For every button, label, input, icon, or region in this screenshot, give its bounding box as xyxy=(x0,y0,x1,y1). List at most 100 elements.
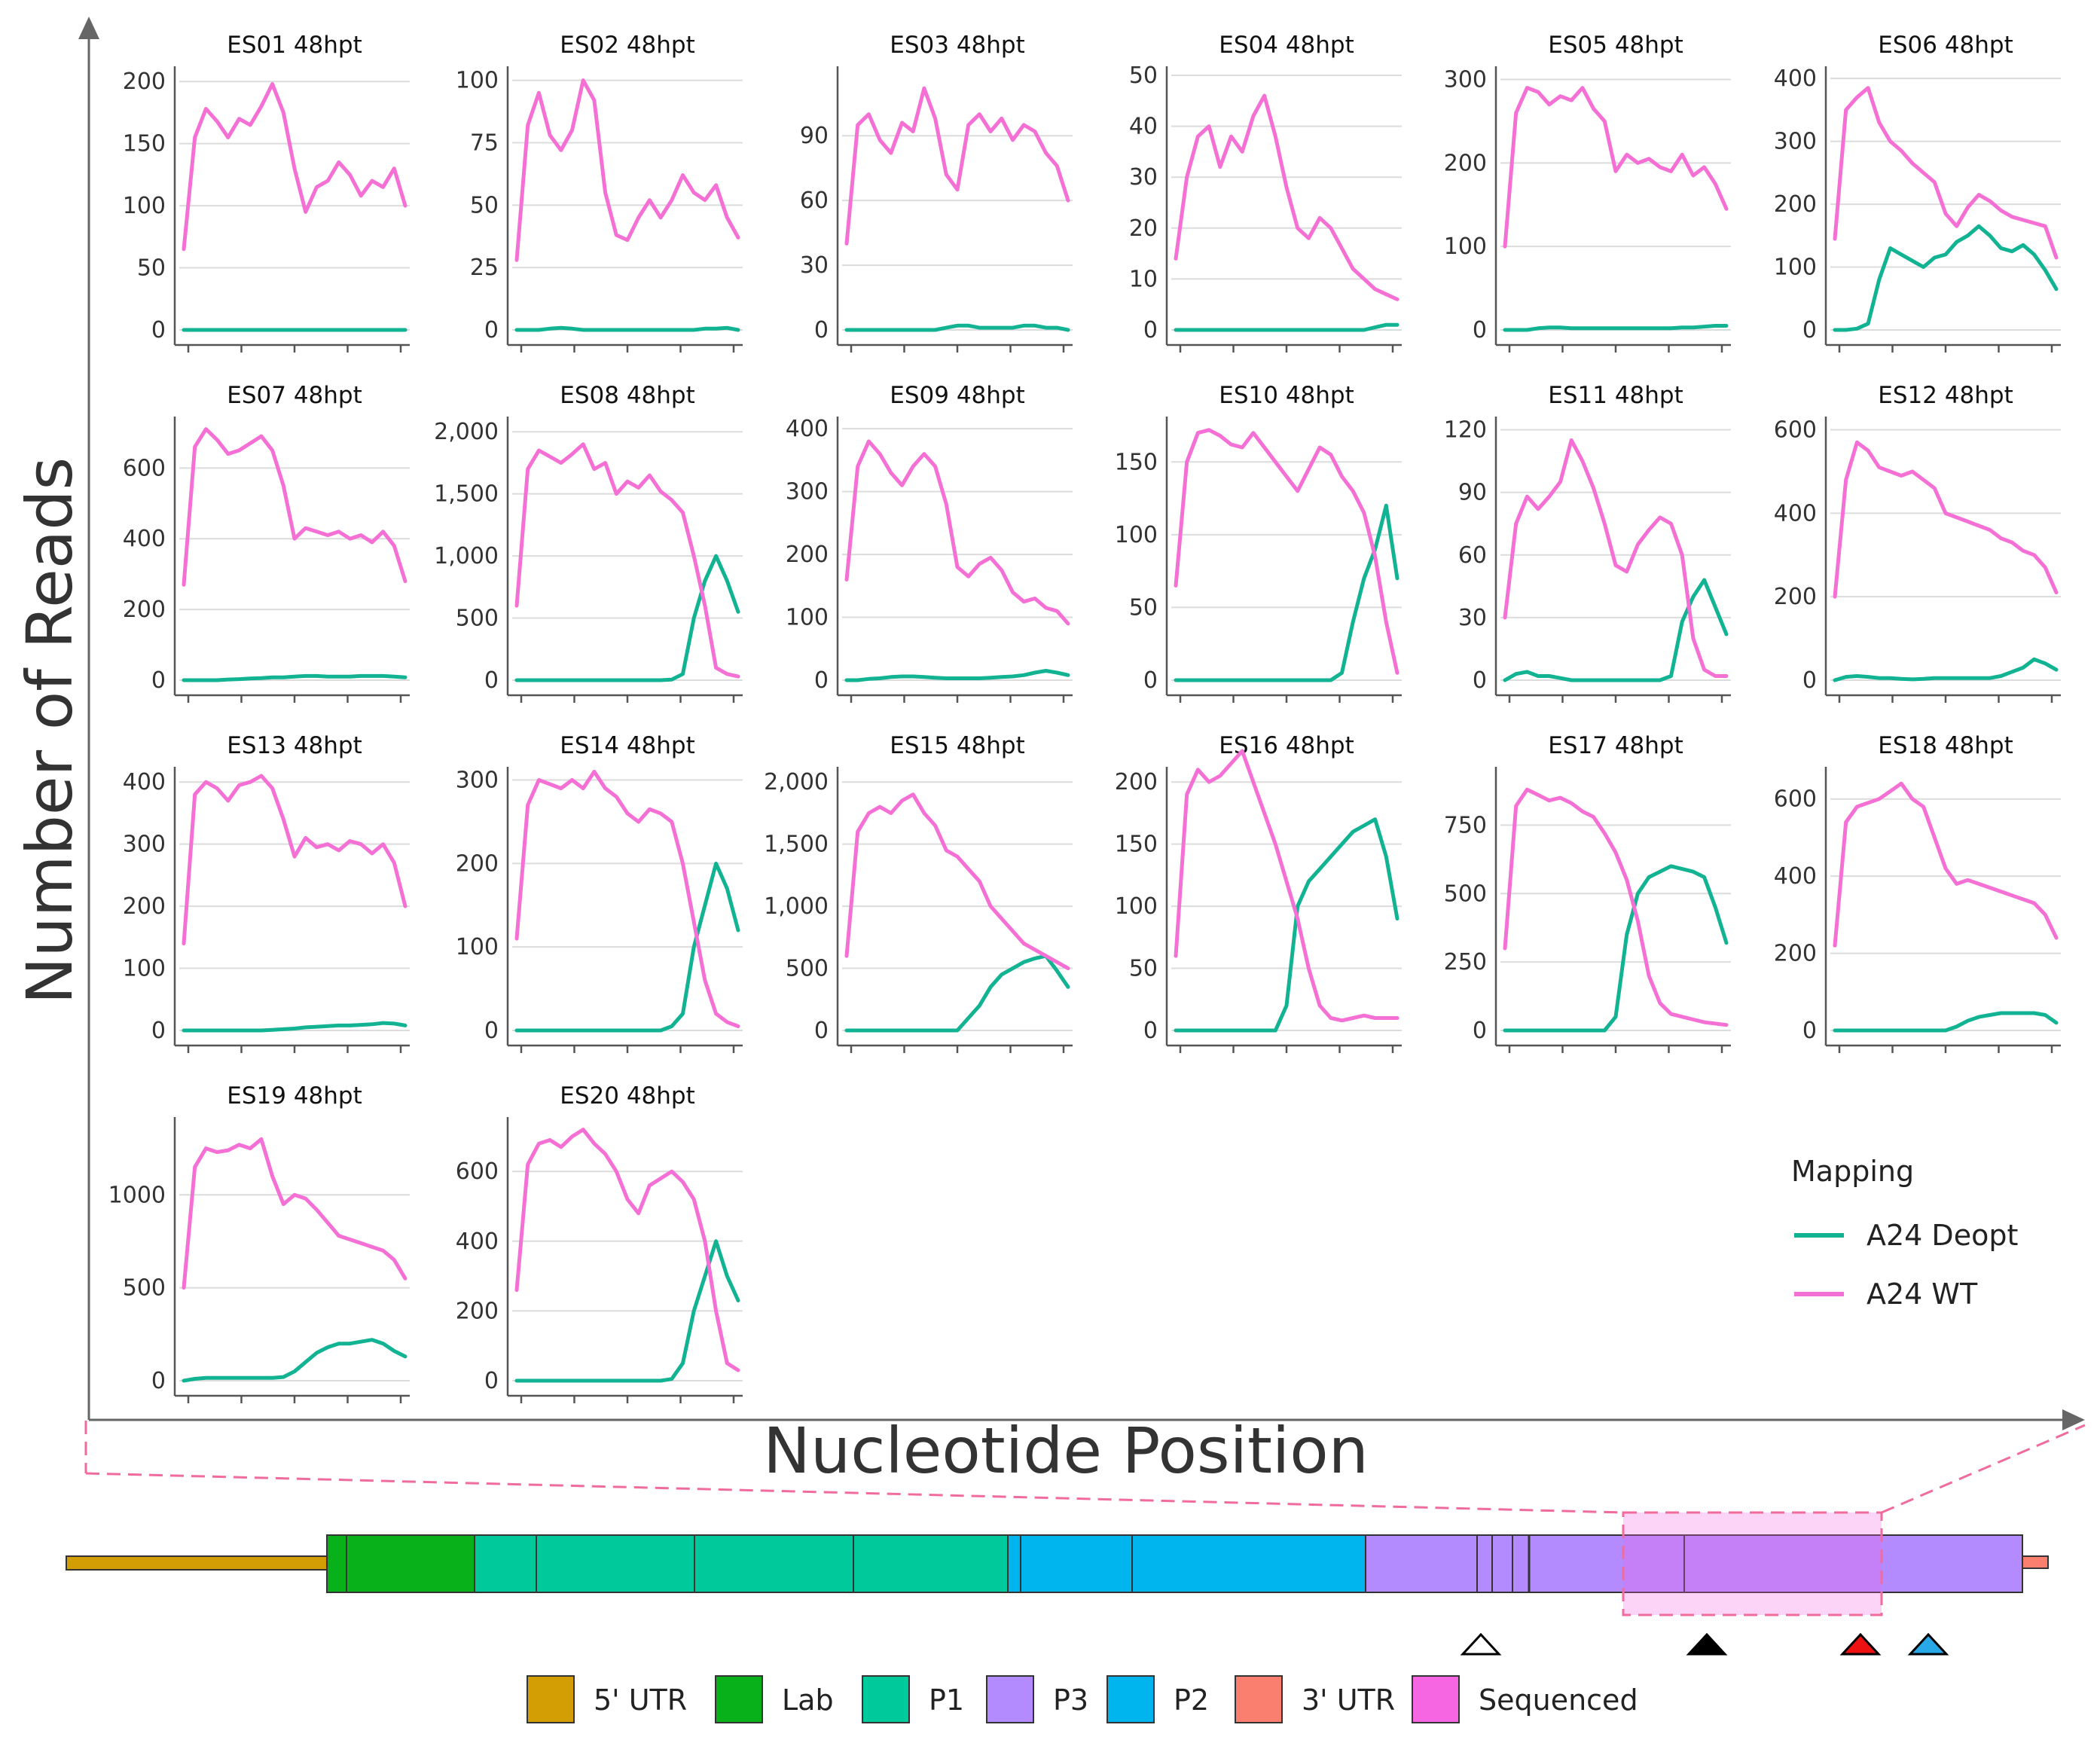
series-line-a24-deopt xyxy=(844,954,1070,1033)
series-line-a24-wt xyxy=(844,439,1070,626)
y-tick-label: 50 xyxy=(470,192,499,218)
y-tick-label: 90 xyxy=(800,123,829,149)
y-tick-label: 300 xyxy=(456,768,499,794)
red-triangle-marker-icon xyxy=(1839,1632,1882,1656)
panel-title: ES05 48hpt xyxy=(1548,32,1683,59)
series-line-a24-wt xyxy=(1833,440,2059,599)
segment-lab xyxy=(326,1534,475,1593)
y-tick-label: 500 xyxy=(1444,881,1487,907)
panel: ES01 48hpt 0 50 100 150 200 xyxy=(123,32,410,353)
y-tick-label: 500 xyxy=(456,606,499,632)
panel-title: ES20 48hpt xyxy=(560,1082,695,1110)
series-line-a24-wt xyxy=(1174,749,1399,1023)
panel: ES11 48hpt 0 30 60 90 120 xyxy=(1444,382,1731,703)
series-line-a24-deopt xyxy=(1503,864,1729,1033)
genome-legend-swatch xyxy=(1412,1675,1460,1723)
series-line-a24-wt xyxy=(514,1128,740,1372)
genome-legend-label: 5' UTR xyxy=(594,1684,687,1717)
y-tick-label: 200 xyxy=(1774,191,1817,218)
series-line-a24-deopt xyxy=(514,861,740,1033)
series-line-a24-deopt xyxy=(182,1338,407,1383)
y-tick-label: 30 xyxy=(1129,164,1158,191)
y-tick-label: 400 xyxy=(1774,863,1817,890)
panel-title: ES02 48hpt xyxy=(560,32,695,59)
series-line-a24-wt xyxy=(1833,781,2059,948)
y-tick-label: 100 xyxy=(456,934,499,960)
outer-y-axis-arrow-icon xyxy=(78,17,99,39)
panel-title: ES06 48hpt xyxy=(1878,32,2013,59)
y-tick-label: 200 xyxy=(1774,584,1817,610)
panel-title: ES12 48hpt xyxy=(1878,382,2013,409)
blue-triangle-marker-icon xyxy=(1907,1632,1949,1656)
y-tick-label: 0 xyxy=(484,667,499,694)
genome-legend-label: Lab xyxy=(782,1684,834,1717)
y-tick-label: 60 xyxy=(1458,542,1487,569)
y-tick-label: 0 xyxy=(151,667,166,694)
y-tick-label: 200 xyxy=(456,1298,499,1324)
y-tick-label: 30 xyxy=(1458,605,1487,631)
series-line-a24-wt xyxy=(514,78,740,262)
segment-p3 xyxy=(1365,1534,2023,1593)
y-tick-label: 100 xyxy=(1115,522,1158,548)
y-tick-label: 750 xyxy=(1444,812,1487,838)
series-line-a24-wt xyxy=(1503,438,1729,678)
y-tick-label: 300 xyxy=(1774,129,1817,155)
legend-label-wt: A24 WT xyxy=(1866,1278,1978,1311)
genome-legend: 5' UTR Lab P1 P3 P2 3' UTR Sequenced xyxy=(527,1675,1638,1723)
panel-title: ES07 48hpt xyxy=(227,382,362,409)
series-line-a24-wt xyxy=(182,427,407,587)
y-tick-label: 250 xyxy=(1444,949,1487,975)
y-tick-label: 200 xyxy=(786,542,829,568)
y-tick-label: 30 xyxy=(800,252,829,279)
series-line-a24-wt xyxy=(182,774,407,946)
y-tick-label: 400 xyxy=(123,526,166,552)
series-line-a24-deopt xyxy=(514,1239,740,1383)
panel: ES14 48hpt 0 100 200 300 xyxy=(456,732,743,1053)
zoom-guide-right-diagonal xyxy=(1881,1424,2086,1514)
panel: ES07 48hpt 0 200 400 600 xyxy=(123,382,410,703)
y-tick-label: 0 xyxy=(1473,317,1487,343)
y-tick-label: 1,000 xyxy=(434,543,499,569)
panel: ES17 48hpt 0 250 500 750 xyxy=(1444,732,1731,1053)
panel-title: ES08 48hpt xyxy=(560,382,695,409)
genome-map xyxy=(66,1511,2049,1656)
segment-3-utr xyxy=(2022,1555,2049,1569)
panel-title: ES01 48hpt xyxy=(227,32,362,59)
genome-legend-label: Sequenced xyxy=(1479,1684,1638,1717)
y-tick-label: 400 xyxy=(456,1229,499,1255)
y-tick-label: 200 xyxy=(123,597,166,623)
y-tick-label: 0 xyxy=(814,1018,829,1044)
panel-title: ES13 48hpt xyxy=(227,732,362,759)
y-tick-label: 0 xyxy=(1143,1018,1158,1044)
y-tick-label: 200 xyxy=(123,69,166,95)
series-line-a24-deopt xyxy=(1174,322,1399,332)
y-tick-label: 0 xyxy=(1143,317,1158,343)
y-tick-label: 50 xyxy=(137,255,166,282)
y-tick-label: 75 xyxy=(470,130,499,156)
y-tick-label: 25 xyxy=(470,255,499,281)
y-tick-label: 200 xyxy=(1115,769,1158,795)
panel: ES12 48hpt 0 200 400 600 xyxy=(1774,382,2061,703)
black-triangle-marker-icon xyxy=(1686,1632,1728,1656)
genome-legend-swatch xyxy=(715,1675,763,1723)
panel-title: ES18 48hpt xyxy=(1878,732,2013,759)
series-line-a24-wt xyxy=(182,1137,407,1290)
y-tick-label: 1000 xyxy=(108,1182,166,1208)
panel: ES09 48hpt 0 100 200 300 400 xyxy=(786,382,1073,703)
y-tick-label: 100 xyxy=(1774,255,1817,281)
series-line-a24-deopt xyxy=(1833,224,2059,332)
y-tick-label: 300 xyxy=(1444,67,1487,93)
genome-legend-swatch xyxy=(986,1675,1034,1723)
y-tick-label: 600 xyxy=(456,1158,499,1185)
series-line-a24-wt xyxy=(182,82,407,252)
y-tick-label: 0 xyxy=(1473,667,1487,694)
panel-title: ES16 48hpt xyxy=(1219,732,1354,759)
genome-legend-label: 3' UTR xyxy=(1302,1684,1395,1717)
segment-p1 xyxy=(474,1534,1009,1593)
genome-legend-swatch xyxy=(1106,1675,1155,1723)
y-tick-label: 50 xyxy=(1129,63,1158,89)
segment-5-utr xyxy=(66,1555,328,1571)
y-axis-title: Number of Reads xyxy=(13,457,87,1005)
y-tick-label: 100 xyxy=(1444,234,1487,260)
